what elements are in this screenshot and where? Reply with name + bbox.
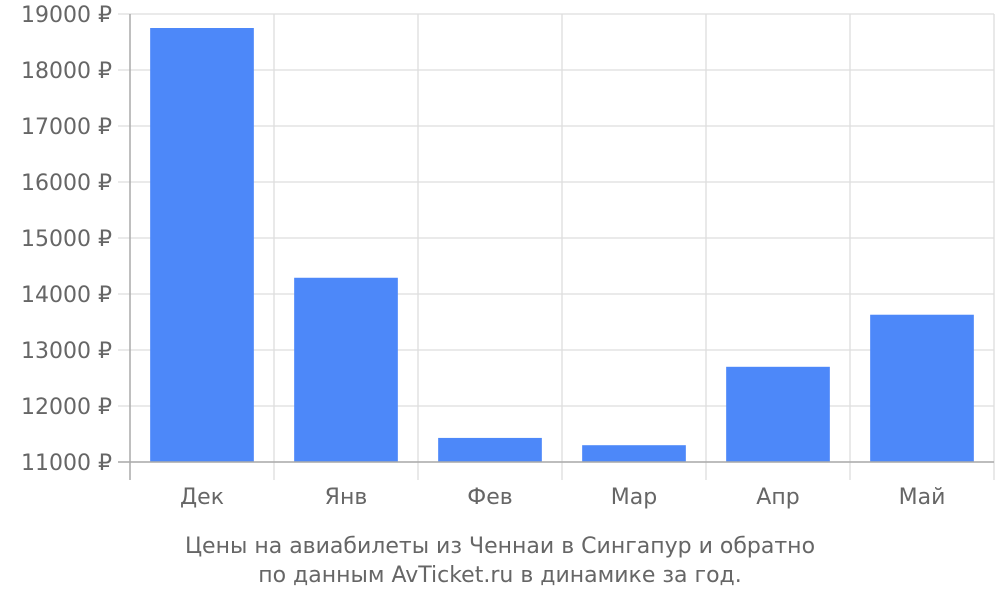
- x-tick-label: Дек: [180, 485, 224, 510]
- bar-Фев: [438, 437, 542, 462]
- y-tick-label: 18000 ₽: [21, 59, 112, 84]
- chart-caption: Цены на авиабилеты из Ченнаи в Сингапур …: [0, 532, 1000, 590]
- bars: [150, 28, 974, 462]
- x-tick-label: Апр: [756, 485, 799, 510]
- x-tick-label: Мар: [611, 485, 657, 510]
- y-tick-label: 14000 ₽: [21, 283, 112, 308]
- caption-line-1: Цены на авиабилеты из Ченнаи в Сингапур …: [184, 534, 816, 559]
- bar-Май: [870, 314, 974, 462]
- y-tick-label: 12000 ₽: [21, 395, 112, 420]
- x-axis-ticks: Дек Янв Фев Мар Апр Май: [180, 485, 945, 510]
- grid-lines: [118, 13, 995, 480]
- y-tick-label: 15000 ₽: [21, 227, 112, 252]
- y-tick-label: 11000 ₽: [21, 451, 112, 476]
- x-tick-label: Фев: [467, 485, 512, 510]
- x-tick-label: Май: [899, 485, 946, 510]
- y-tick-label: 19000 ₽: [21, 3, 112, 28]
- y-tick-label: 16000 ₽: [21, 171, 112, 196]
- y-axis-ticks: 11000 ₽ 12000 ₽ 13000 ₽ 14000 ₽ 15000 ₽ 16000…: [21, 3, 112, 476]
- bar-Мар: [582, 445, 686, 462]
- y-tick-label: 13000 ₽: [21, 339, 112, 364]
- bar-Апр: [726, 366, 830, 462]
- x-tick-label: Янв: [325, 485, 368, 510]
- bar-Янв: [294, 277, 398, 462]
- bar-Дек: [150, 28, 254, 462]
- axes: [118, 14, 994, 480]
- caption-line-2: по данным AvTicket.ru в динамике за год.: [258, 563, 742, 588]
- y-tick-label: 17000 ₽: [21, 115, 112, 140]
